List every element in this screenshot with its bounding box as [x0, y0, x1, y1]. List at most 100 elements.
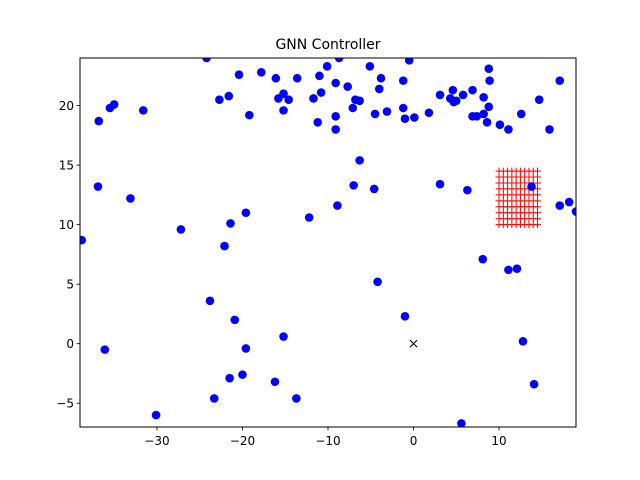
x-tick-label: −10	[315, 434, 340, 448]
agent-point	[400, 312, 410, 321]
agent-point	[241, 344, 251, 353]
agent-point	[279, 106, 288, 115]
agent-point	[478, 254, 488, 264]
goal-plus-marker	[534, 179, 542, 187]
agent-point	[373, 277, 382, 287]
agent-point	[484, 102, 494, 112]
agent-point	[322, 62, 332, 71]
agent-point	[398, 103, 408, 113]
agent-point	[555, 76, 565, 85]
agent-point	[94, 116, 104, 126]
agent-point	[571, 207, 576, 216]
x-axis: −30 −20 −10 0 10	[144, 427, 507, 448]
agent-point	[448, 85, 458, 95]
agent-point	[331, 112, 340, 121]
agent-point	[292, 394, 301, 403]
agent-point	[424, 108, 434, 118]
agent-point	[468, 85, 477, 95]
agent-point	[230, 315, 240, 325]
y-tick-label: 10	[59, 218, 74, 232]
agent-point	[100, 345, 110, 354]
agent-point	[435, 90, 445, 100]
y-tick-label: −5	[56, 396, 74, 410]
agent-point	[529, 379, 539, 389]
agent-point	[333, 201, 342, 210]
plot-area	[80, 58, 576, 427]
goal-plus-marker	[534, 209, 542, 217]
agent-point	[209, 394, 219, 403]
goal-plus-marker	[534, 191, 542, 199]
agent-point	[220, 241, 229, 251]
agent-point	[80, 235, 87, 245]
goal-plus-marker	[534, 203, 542, 211]
agent-point	[504, 125, 513, 134]
agent-point	[369, 184, 379, 194]
agent-point	[331, 78, 340, 88]
agent-point	[382, 107, 392, 116]
agent-point	[274, 94, 283, 103]
agent-point	[504, 265, 513, 275]
goal-plus-marker	[534, 221, 542, 229]
agent-point	[234, 70, 244, 79]
agent-point	[176, 225, 186, 234]
agent-point	[463, 185, 472, 195]
chart-title: GNN Controller	[275, 37, 380, 53]
agent-point	[105, 103, 115, 113]
goal-plus-marker	[534, 197, 542, 205]
agent-point	[205, 296, 215, 306]
y-tick-label: 5	[66, 277, 74, 291]
goal-plus-marker	[534, 173, 542, 181]
agent-point	[349, 181, 358, 190]
agent-point	[348, 103, 358, 113]
agent-point	[479, 109, 488, 119]
agent-point	[245, 110, 254, 120]
agent-point	[315, 71, 324, 81]
agent-point	[331, 125, 340, 134]
y-tick-label: 0	[66, 337, 74, 351]
y-axis: −5 0 5 10 15 20	[56, 99, 80, 410]
x-tick-label: 0	[410, 434, 418, 448]
origin-x-marker	[409, 339, 418, 348]
agent-point	[564, 197, 574, 207]
agent-point	[334, 58, 344, 63]
goal-marker-grid	[495, 167, 542, 229]
agent-point	[365, 62, 375, 71]
agent-point	[482, 117, 492, 127]
agent-point	[309, 94, 318, 103]
agent-point	[292, 73, 302, 83]
agent-point	[495, 120, 505, 129]
agent-point	[545, 125, 554, 134]
agent-point	[313, 117, 323, 127]
goal-plus-marker	[534, 215, 542, 223]
agent-point	[126, 194, 135, 203]
agent-point	[355, 156, 364, 165]
agent-point	[457, 419, 466, 427]
agent-point	[555, 201, 565, 210]
goal-plus-marker	[534, 185, 542, 193]
agent-point	[151, 410, 161, 420]
agent-point	[202, 58, 211, 63]
agent-point	[516, 109, 526, 119]
agent-point	[410, 113, 419, 122]
agent-point	[224, 91, 234, 101]
agent-point	[375, 84, 384, 94]
agent-point	[271, 73, 281, 83]
agent-point	[485, 76, 494, 85]
agent-point	[435, 179, 445, 189]
agent-point	[304, 213, 314, 222]
data-marks	[80, 58, 576, 427]
y-tick-label: 20	[59, 99, 74, 113]
agent-point	[93, 182, 103, 191]
agent-point	[512, 264, 522, 273]
x-tick-label: 10	[491, 434, 506, 448]
agent-point	[238, 370, 247, 379]
agent-point	[484, 64, 494, 74]
x-tick-label: −30	[144, 434, 169, 448]
agent-point	[284, 95, 293, 104]
agent-point	[355, 96, 364, 106]
goal-plus-marker	[534, 167, 542, 175]
agent-point	[527, 182, 536, 191]
agent-point	[398, 76, 408, 85]
agent-point	[316, 88, 326, 97]
agent-point	[451, 96, 461, 106]
